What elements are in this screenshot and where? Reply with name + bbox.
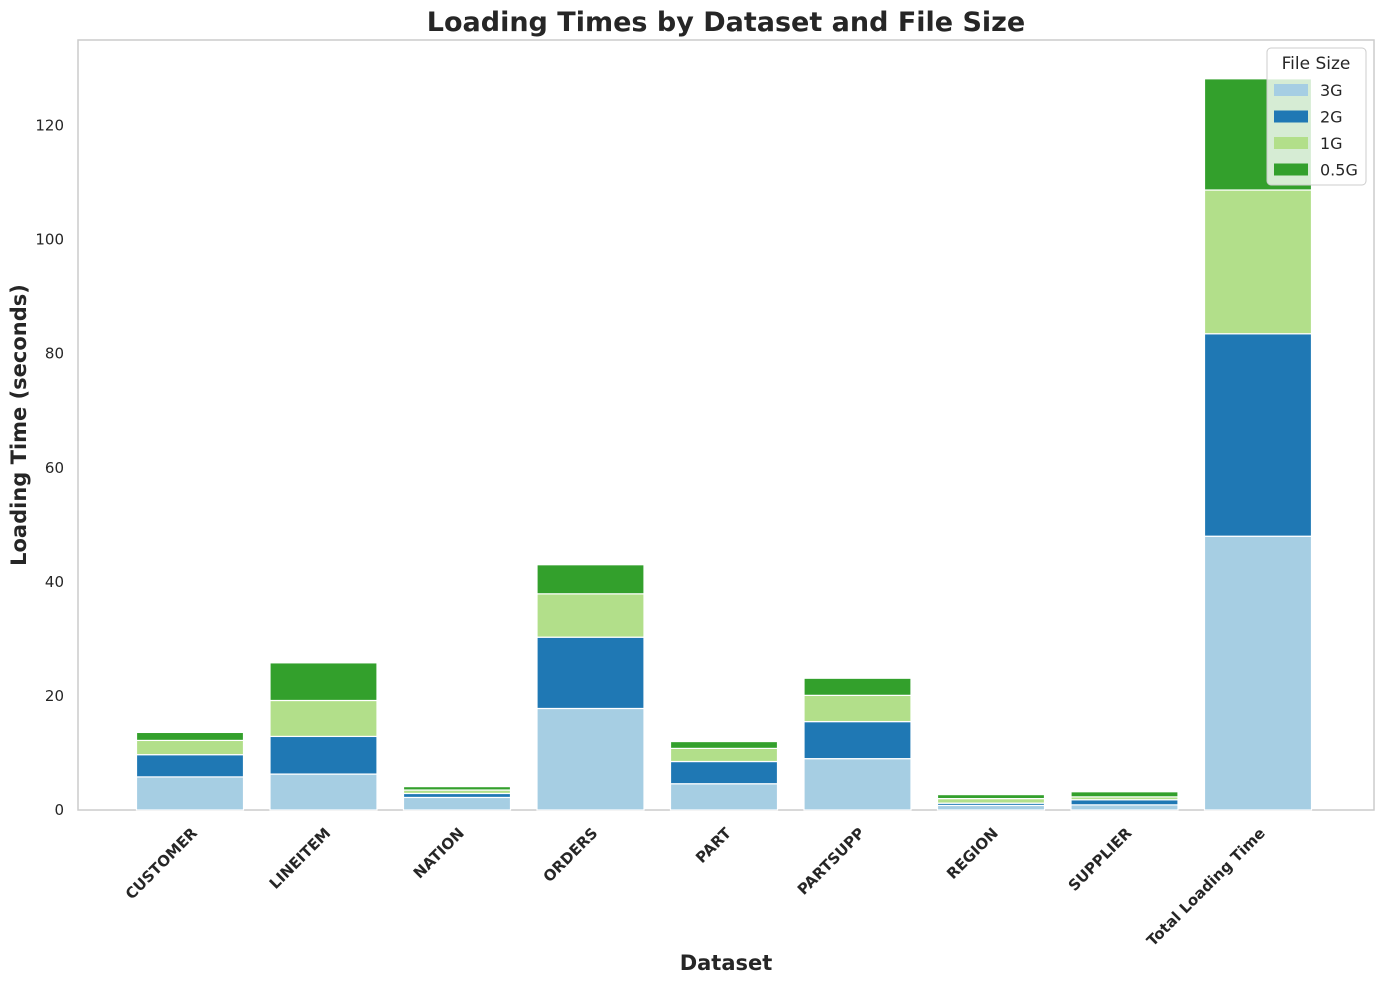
bar-2G-customer <box>135 754 245 778</box>
bar-1G-part <box>669 747 779 763</box>
y-tick-label: 0 <box>54 801 64 819</box>
y-axis-ticks: 0 20 40 60 80 100 120 <box>35 117 64 819</box>
legend-title: File Size <box>1282 54 1351 74</box>
legend-label-0.5G: 0.5G <box>1320 161 1358 180</box>
bar-2G-partsupp <box>803 720 912 760</box>
chart-title: Loading Times by Dataset and File Size <box>427 7 1025 38</box>
x-tick-label: SUPPLIER <box>1065 824 1136 895</box>
y-tick-label: 120 <box>35 117 64 135</box>
x-axis-label: Dataset <box>680 951 773 975</box>
y-tick-label: 80 <box>45 345 64 363</box>
legend-label-2G: 2G <box>1320 108 1343 127</box>
bar-3G-lineitem <box>269 773 378 811</box>
bar-3G-customer <box>135 776 245 811</box>
bar-2G-orders <box>536 636 645 710</box>
bar-0.5G-supplier <box>1070 791 1179 798</box>
bar-1G-orders <box>536 593 645 638</box>
legend-swatch-1G <box>1274 137 1308 149</box>
bar-2G-lineitem <box>269 735 378 775</box>
legend-label-3G: 3G <box>1320 81 1343 100</box>
bar-0.5G-part <box>669 740 779 749</box>
bar-0.5G-region <box>936 793 1046 800</box>
legend-label-1G: 1G <box>1320 134 1343 153</box>
legend-swatch-0.5G <box>1274 163 1308 176</box>
x-tick-label: PARTSUPP <box>794 824 868 898</box>
bar-1G-lineitem <box>269 699 378 738</box>
x-tick-label: LINEITEM <box>266 824 335 893</box>
bar-0.5G-nation <box>402 786 512 791</box>
bars-group <box>135 78 1313 811</box>
legend-items: 3G 2G 1G 0.5G <box>1274 81 1358 180</box>
bar-3G-orders <box>536 707 645 811</box>
x-axis-ticks: CUSTOMER LINEITEM NATION ORDERS PART PARTSUPP… <box>122 824 1269 950</box>
bar-3G-nation <box>402 796 512 811</box>
bar-1G-total-loading-time <box>1203 189 1313 335</box>
legend: File Size 3G 2G 1G 0.5G <box>1266 47 1367 186</box>
bar-3G-region <box>936 804 1046 811</box>
legend-swatch-3G <box>1274 84 1308 96</box>
bar-0.5G-partsupp <box>803 677 912 696</box>
bar-0.5G-orders <box>536 564 645 595</box>
bar-3G-partsupp <box>803 758 912 811</box>
x-tick-label: CUSTOMER <box>122 824 201 903</box>
y-tick-label: 20 <box>45 687 64 705</box>
bar-2G-part <box>669 760 779 785</box>
legend-swatch-2G <box>1274 110 1308 123</box>
bar-3G-supplier <box>1070 804 1179 811</box>
y-tick-label: 40 <box>45 573 64 591</box>
bar-1G-customer <box>135 739 245 756</box>
y-tick-label: 60 <box>45 459 64 477</box>
x-tick-label: ORDERS <box>540 824 602 886</box>
bar-2G-total-loading-time <box>1203 333 1313 537</box>
bar-2G-supplier <box>1070 799 1179 806</box>
y-tick-label: 100 <box>35 231 64 249</box>
x-tick-label: NATION <box>410 824 468 882</box>
bar-0.5G-customer <box>135 731 245 742</box>
legend-box <box>1266 47 1367 186</box>
x-tick-label: PART <box>692 824 735 867</box>
bar-3G-part <box>669 783 779 811</box>
y-axis-label: Loading Time (seconds) <box>7 284 31 566</box>
bar-1G-region <box>936 797 1046 804</box>
bar-1G-partsupp <box>803 694 912 723</box>
bar-3G-total-loading-time <box>1203 535 1313 811</box>
x-tick-label: REGION <box>943 824 1002 883</box>
x-tick-label: Total Loading Time <box>1143 824 1269 950</box>
bar-0.5G-lineitem <box>269 662 378 702</box>
